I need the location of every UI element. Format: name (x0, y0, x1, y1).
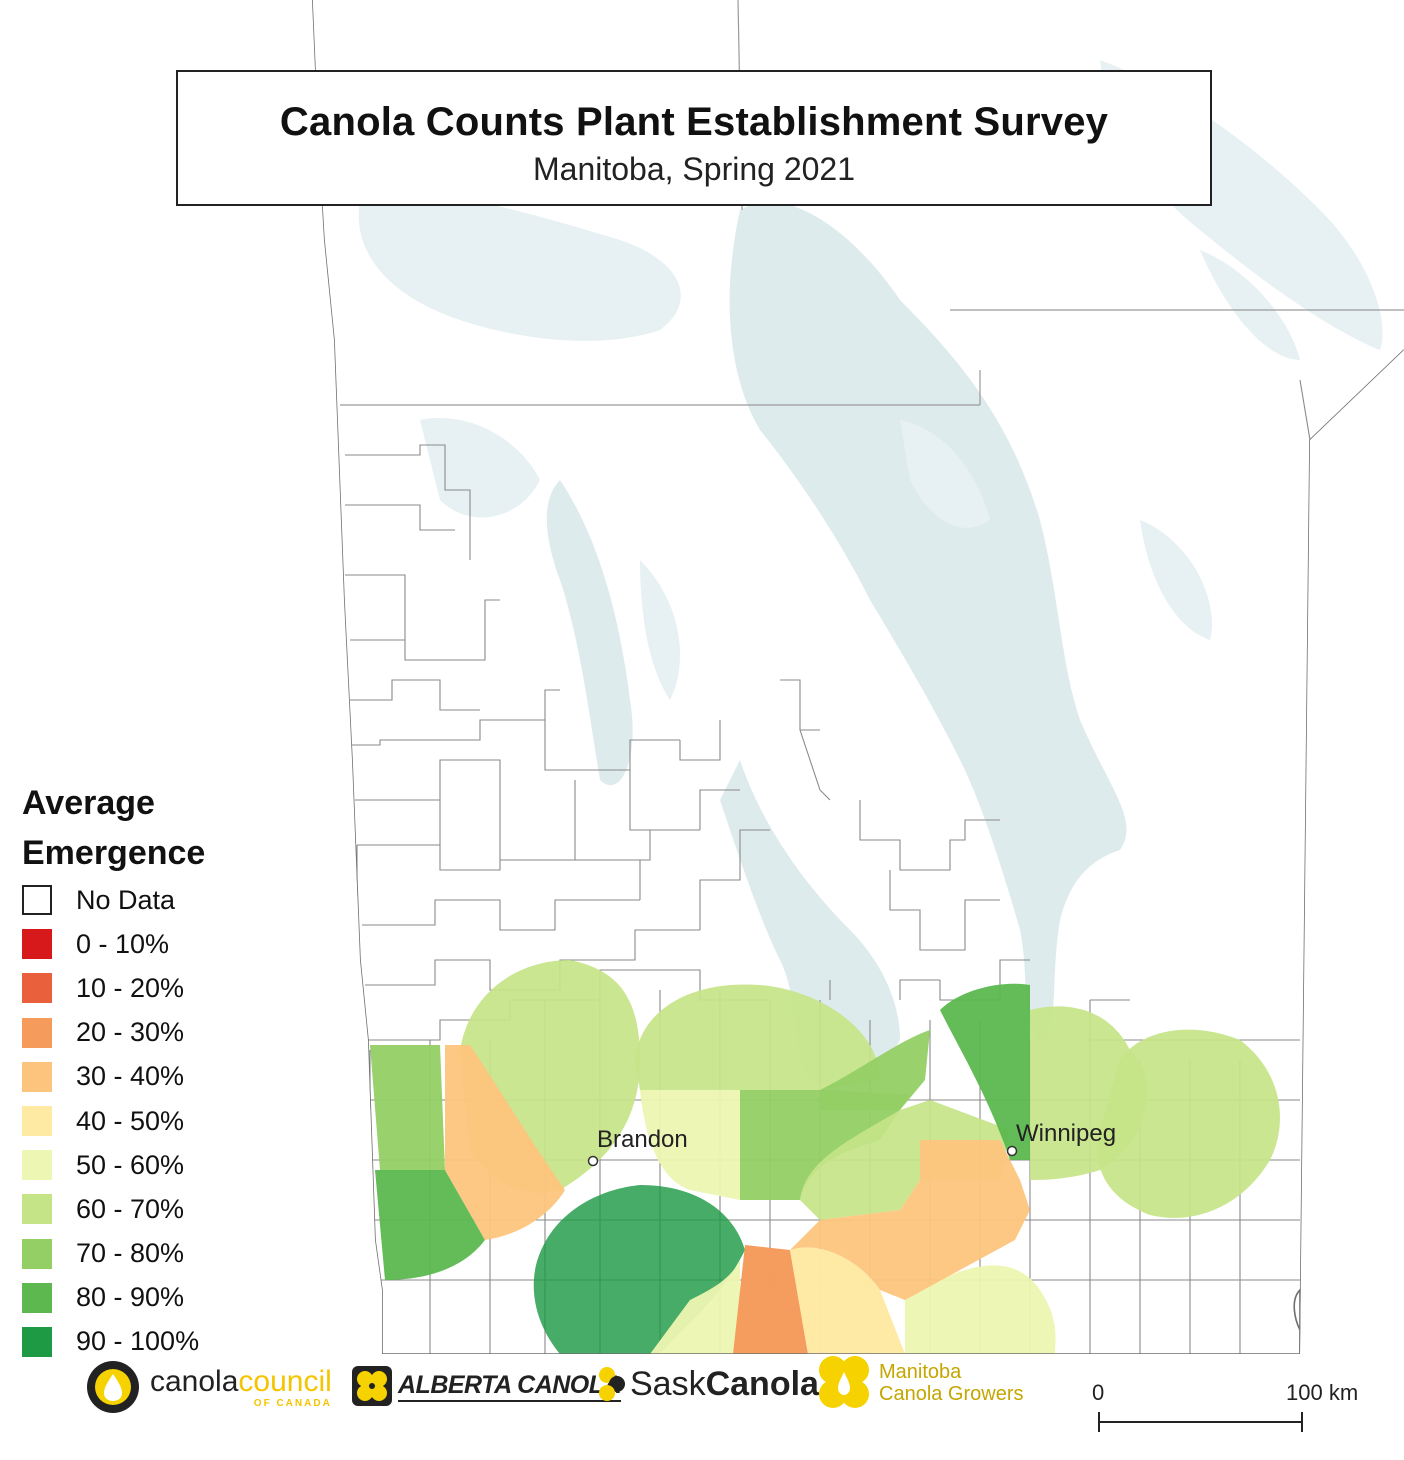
zone-60-70-north (635, 984, 880, 1090)
legend-label: 40 - 50% (76, 1105, 185, 1136)
legend-swatch (22, 1194, 52, 1225)
manitoba-text: Manitoba (879, 1361, 962, 1383)
legend-items: No Data 0 - 10% 10 - 20% 20 - 30% 30 - 40% 40… (22, 878, 282, 1364)
legend-item: 80 - 90% (22, 1276, 282, 1320)
sask-canola-icon (599, 1367, 625, 1401)
legend: Average Emergence No Data 0 - 10% 10 - 20%… (22, 778, 282, 1364)
map-title: Canola Counts Plant Establishment Survey (279, 100, 1109, 144)
winnipeg-label: Winnipeg (1016, 1120, 1117, 1147)
map-title-box: Canola Counts Plant Establishment Survey… (176, 70, 1212, 206)
zone-20-30 (733, 1245, 808, 1354)
canola-text: Canola (705, 1364, 819, 1403)
scale-bar-line (1098, 1412, 1303, 1432)
zone-50-60-brandon (640, 1090, 740, 1200)
zone-80-90-interlake (940, 983, 1030, 1160)
legend-swatch (22, 1017, 52, 1048)
zone-30-40-west (445, 1045, 565, 1240)
northern-lakes (358, 193, 681, 341)
emergence-zones (370, 960, 1280, 1354)
legend-item: 10 - 20% (22, 966, 282, 1010)
legend-item: 50 - 60% (22, 1143, 282, 1187)
legend-item: 30 - 40% (22, 1055, 282, 1099)
legend-title-line1: Average (22, 784, 155, 822)
scale-start-label: 0 (1092, 1380, 1105, 1405)
province-area (312, 0, 1404, 1354)
legend-label: 30 - 40% (76, 1061, 185, 1092)
legend-swatch (22, 1106, 52, 1137)
legend-swatch (22, 1326, 52, 1357)
legend-label: 50 - 60% (76, 1149, 185, 1180)
canola-growers-text: Canola Growers (879, 1383, 1024, 1405)
zone-30-40-centre (790, 1140, 1030, 1300)
legend-label: 70 - 80% (76, 1238, 185, 1269)
canola-council-logo: canolacouncil OF CANADA (84, 1358, 332, 1416)
winnipeg-marker (1006, 1145, 1018, 1157)
zone-70-80-lake (820, 1030, 930, 1110)
legend-swatch (22, 1150, 52, 1181)
scale-bar: 0 100 km (1090, 1380, 1358, 1440)
legend-swatch (22, 1282, 52, 1313)
scale-end-label: 100 km (1286, 1380, 1359, 1405)
sask-text: Sask (630, 1364, 706, 1403)
lake-manitoba (720, 760, 900, 1084)
alberta-canola-text: ALBERTA CANOLA (398, 1371, 622, 1402)
legend-swatch (22, 973, 52, 1004)
legend-label: No Data (76, 884, 176, 915)
brandon-label: Brandon (597, 1126, 688, 1153)
sponsor-logos: canolacouncil OF CANADA ALBERTA CANOLA S… (80, 1350, 1060, 1440)
alberta-canola-logo: ALBERTA CANOLA (352, 1366, 622, 1406)
zone-80-90-sw (375, 1170, 485, 1280)
legend-swatch (22, 929, 52, 960)
canola-council-text-canola: canola (150, 1364, 239, 1398)
canola-council-subtext: OF CANADA (253, 1397, 332, 1409)
legend-label: 20 - 30% (76, 1017, 185, 1048)
zone-60-70-far-east (1097, 1029, 1280, 1218)
lake-winnipeg (729, 202, 1127, 1041)
brandon-marker (587, 1155, 599, 1167)
map-subtitle: Manitoba, Spring 2021 (533, 151, 855, 187)
legend-label: 90 - 100% (76, 1326, 200, 1357)
zone-50-60-south (650, 1260, 740, 1354)
zone-70-80-west (370, 1045, 445, 1170)
alberta-canola-icon (352, 1366, 392, 1406)
legend-swatch (22, 1061, 52, 1092)
legend-item: 20 - 30% (22, 1011, 282, 1055)
zone-70-80-centre (740, 1090, 910, 1200)
legend-label: 60 - 70% (76, 1193, 185, 1224)
zone-40-50-south (790, 1247, 905, 1354)
legend-item: 40 - 50% (22, 1099, 282, 1143)
legend-item: 0 - 10% (22, 922, 282, 966)
canola-council-icon (87, 1361, 139, 1413)
legend-item: No Data (22, 878, 282, 922)
legend-item: 60 - 70% (22, 1187, 282, 1231)
legend-label: 80 - 90% (76, 1282, 185, 1313)
legend-item: 90 - 100% (22, 1320, 282, 1364)
legend-label: 0 - 10% (76, 928, 170, 959)
manitoba-canola-growers-logo: Manitoba Canola Growers (815, 1352, 1024, 1414)
legend-swatch (22, 885, 52, 916)
lake-winnipegosis (546, 480, 633, 786)
canola-council-text-council: council (238, 1364, 332, 1398)
legend-item: 70 - 80% (22, 1232, 282, 1276)
sask-canola-logo: SaskCanola (598, 1364, 819, 1404)
zone-50-60-se (905, 1265, 1056, 1354)
zone-60-70-centre (800, 1100, 1010, 1220)
legend-swatch (22, 1238, 52, 1269)
manitoba-canola-icon (819, 1356, 869, 1408)
legend-title-line2: Emergence (22, 834, 206, 872)
legend-label: 10 - 20% (76, 972, 185, 1003)
